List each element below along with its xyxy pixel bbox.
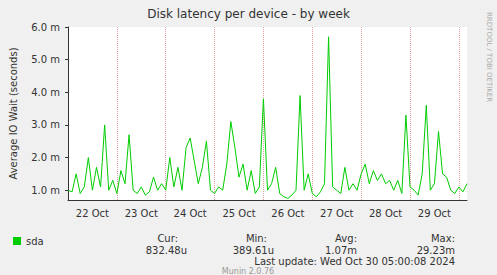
svg-text:1.0 m: 1.0 m (31, 185, 60, 196)
svg-text:3.0 m: 3.0 m (31, 119, 60, 130)
svg-text:Max:: Max: (431, 233, 455, 244)
svg-text:832.48u: 832.48u (146, 245, 187, 256)
svg-text:Min:: Min: (246, 233, 267, 244)
svg-text:Avg:: Avg: (335, 233, 357, 244)
svg-text:2.0 m: 2.0 m (31, 152, 60, 163)
svg-text:4.0 m: 4.0 m (31, 87, 60, 98)
svg-text:Cur:: Cur: (157, 233, 178, 244)
svg-text:23 Oct: 23 Oct (125, 208, 158, 219)
svg-text:26 Oct: 26 Oct (271, 208, 304, 219)
svg-text:22 Oct: 22 Oct (76, 208, 109, 219)
svg-text:Last update: Wed Oct 30 05:00:: Last update: Wed Oct 30 05:00:08 2024 (254, 256, 455, 267)
svg-text:27 Oct: 27 Oct (320, 208, 353, 219)
svg-text:Average IO Wait (seconds): Average IO Wait (seconds) (8, 47, 19, 179)
svg-text:RRDTOOL / TOBI OETIKER: RRDTOOL / TOBI OETIKER (485, 12, 493, 102)
svg-text:28 Oct: 28 Oct (369, 208, 402, 219)
svg-text:1.07m: 1.07m (325, 245, 357, 256)
svg-text:5.0 m: 5.0 m (31, 54, 60, 65)
svg-text:25 Oct: 25 Oct (222, 208, 255, 219)
svg-text:29 Oct: 29 Oct (418, 208, 451, 219)
svg-text:389.61u: 389.61u (233, 245, 274, 256)
svg-text:Munin 2.0.76: Munin 2.0.76 (222, 267, 274, 275)
svg-text:29.23m: 29.23m (417, 245, 455, 256)
svg-text:Disk latency per device - by w: Disk latency per device - by week (147, 7, 350, 21)
svg-text:24 Oct: 24 Oct (174, 208, 207, 219)
svg-text:sda: sda (26, 236, 44, 247)
svg-text:6.0 m: 6.0 m (31, 22, 60, 33)
